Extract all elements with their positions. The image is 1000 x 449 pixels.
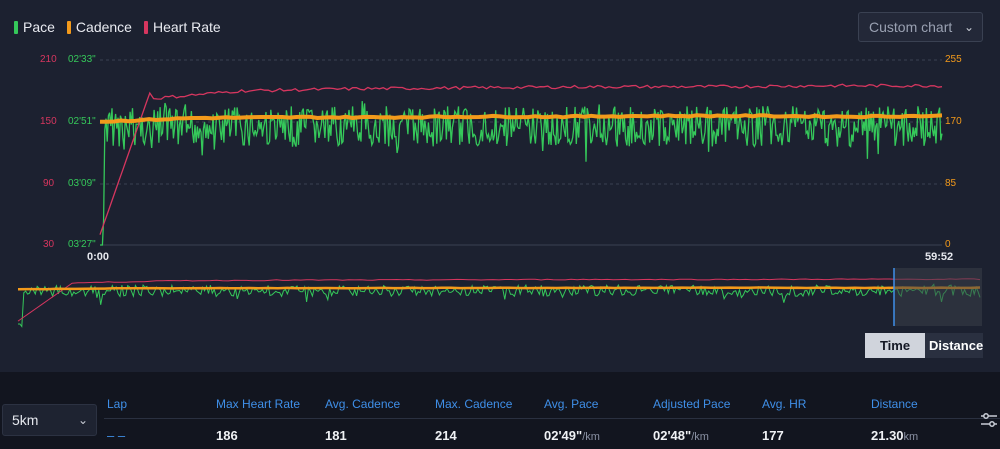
chevron-down-icon: ⌄ bbox=[77, 413, 88, 427]
header-max-cadence: Max. Cadence bbox=[435, 397, 513, 411]
pace-tick: 03'27" bbox=[68, 239, 96, 250]
pace-line bbox=[100, 101, 943, 246]
cadence-tick: 85 bbox=[945, 178, 957, 189]
overview-navigator[interactable] bbox=[16, 268, 982, 328]
heart-rate-swatch bbox=[143, 20, 148, 34]
cadence-swatch bbox=[66, 20, 71, 34]
cadence-tick: 170 bbox=[945, 116, 962, 127]
adjusted-pace-number: 02'48" bbox=[653, 428, 692, 443]
lap-select-value: 5km bbox=[12, 412, 39, 428]
pace-swatch bbox=[14, 20, 18, 34]
value-max-cadence: 214 bbox=[435, 428, 457, 443]
avg-pace-unit: /km bbox=[582, 431, 600, 443]
header-lap: Lap bbox=[107, 397, 128, 411]
value-avg-pace: 02'49"/km bbox=[544, 428, 600, 443]
cadence-tick: 0 bbox=[945, 239, 951, 250]
distance-number: 21.30 bbox=[871, 428, 904, 443]
pace-tick: 02'51" bbox=[68, 116, 96, 127]
chevron-down-icon: ⌄ bbox=[963, 20, 974, 34]
distance-toggle-button[interactable]: Distance bbox=[925, 333, 983, 358]
chart-svg bbox=[16, 59, 982, 328]
value-avg-cadence: 181 bbox=[325, 428, 347, 443]
header-max-heart-rate: Max Heart Rate bbox=[216, 397, 301, 411]
overview-bg bbox=[16, 268, 982, 326]
heart-rate-line bbox=[99, 83, 943, 235]
custom-chart-dropdown[interactable]: Custom chart ⌄ bbox=[858, 12, 983, 42]
adjusted-pace-unit: /km bbox=[691, 431, 709, 443]
legend-pace[interactable]: Pace bbox=[14, 19, 55, 35]
value-distance: 21.30km bbox=[871, 428, 918, 443]
legend-heart-rate-label: Heart Rate bbox=[152, 19, 221, 35]
legend-pace-label: Pace bbox=[23, 19, 55, 35]
time-toggle-button[interactable]: Time bbox=[865, 333, 925, 358]
filter-settings-icon[interactable] bbox=[980, 411, 998, 429]
table-divider bbox=[104, 418, 1000, 419]
hr-tick: 90 bbox=[43, 178, 55, 189]
lap-select[interactable]: 5km ⌄ bbox=[2, 404, 97, 436]
time-start-tick: 0:00 bbox=[87, 251, 110, 263]
avg-pace-number: 02'49" bbox=[544, 428, 583, 443]
header-avg-pace: Avg. Pace bbox=[544, 397, 599, 411]
pace-tick: 02'33" bbox=[68, 54, 96, 65]
overview-unselected-mask bbox=[894, 268, 982, 326]
hr-tick: 150 bbox=[40, 116, 57, 127]
legend-cadence-label: Cadence bbox=[75, 19, 132, 35]
header-distance: Distance bbox=[871, 397, 918, 411]
time-end-tick: 59:52 bbox=[925, 251, 954, 263]
hr-tick: 30 bbox=[43, 239, 55, 250]
cadence-tick: 255 bbox=[945, 54, 962, 65]
value-adjusted-pace: 02'48"/km bbox=[653, 428, 709, 443]
cadence-line bbox=[99, 113, 943, 124]
legend-cadence[interactable]: Cadence bbox=[66, 19, 132, 35]
value-max-heart-rate: 186 bbox=[216, 428, 238, 443]
value-avg-hr: 177 bbox=[762, 428, 784, 443]
value-lap: – – bbox=[107, 428, 126, 443]
overview-cadence-line bbox=[17, 286, 981, 291]
overview-heart-rate-line bbox=[17, 278, 981, 322]
header-avg-hr: Avg. HR bbox=[762, 397, 807, 411]
pace-tick: 03'09" bbox=[68, 178, 96, 189]
hr-tick: 210 bbox=[40, 54, 57, 65]
distance-unit: km bbox=[903, 431, 919, 443]
legend-heart-rate[interactable]: Heart Rate bbox=[143, 19, 221, 35]
chart-legend: Pace Cadence Heart Rate bbox=[14, 19, 221, 35]
axis-toggle: Time Distance bbox=[865, 333, 983, 358]
custom-chart-label: Custom chart bbox=[869, 19, 953, 35]
header-avg-cadence: Avg. Cadence bbox=[325, 397, 401, 411]
header-adjusted-pace: Adjusted Pace bbox=[653, 397, 731, 411]
